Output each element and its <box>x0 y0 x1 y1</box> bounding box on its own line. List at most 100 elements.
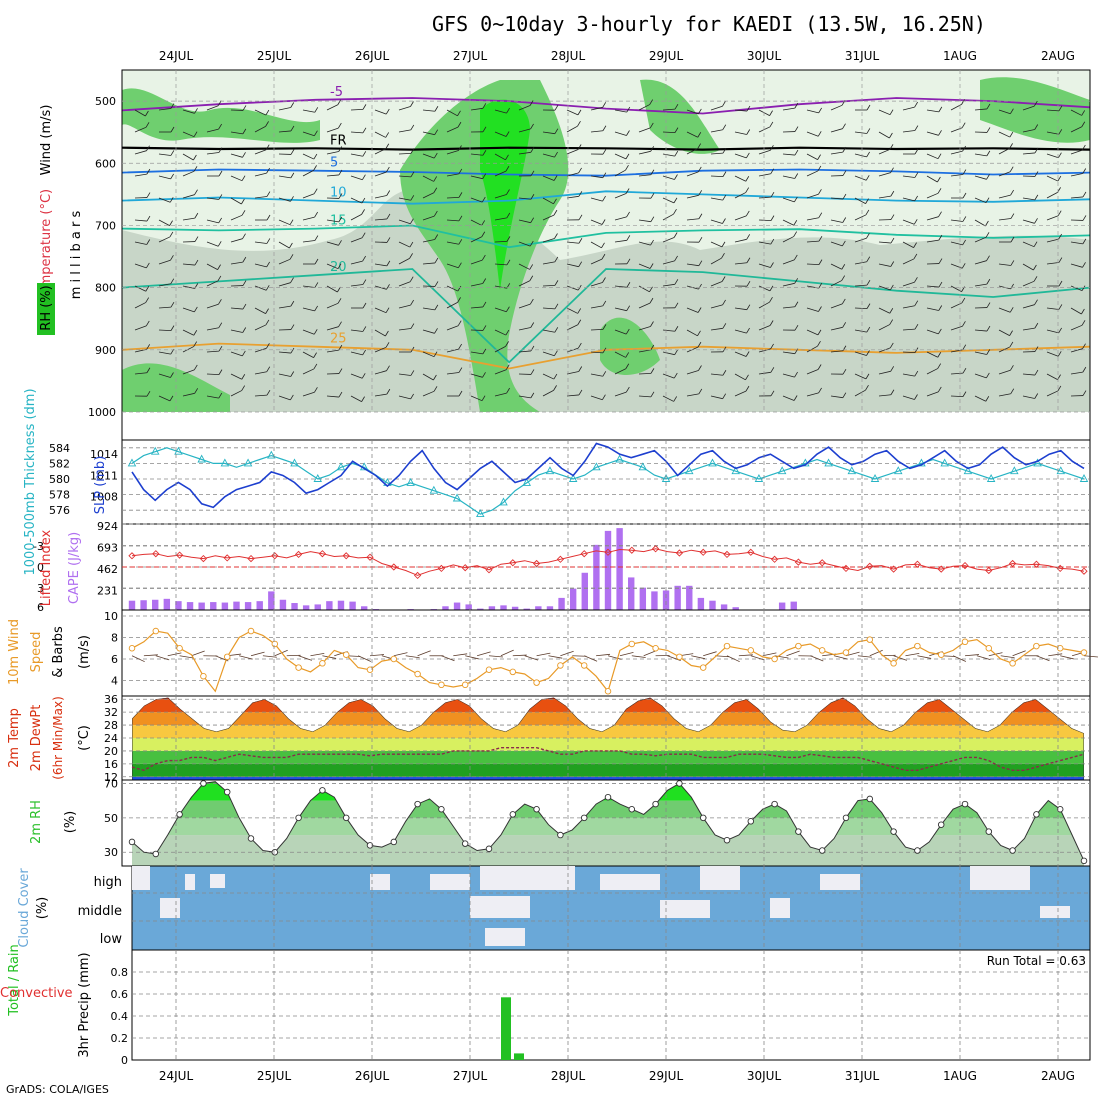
wind-barb-flag <box>146 367 151 373</box>
wind-barb <box>398 152 412 155</box>
wind-barb-flag <box>313 352 317 358</box>
rh-green-region <box>122 88 320 143</box>
wind-barb <box>662 395 674 402</box>
wind-barb-flag <box>506 107 510 114</box>
wind-barb <box>206 373 220 376</box>
wind-barb <box>806 170 819 177</box>
wind-barb-flag <box>146 239 151 245</box>
wind-barb-flag <box>650 321 654 327</box>
lifted-index-marker <box>556 555 565 563</box>
wind-barb-flag <box>290 324 295 330</box>
wind-barb-flag <box>769 121 774 128</box>
wind-barb <box>662 108 675 111</box>
cape-bar <box>210 602 217 610</box>
wind-barb-flag <box>745 374 749 381</box>
wind-barb <box>374 171 387 177</box>
surface-barb <box>691 655 706 660</box>
wind-barb <box>494 346 506 353</box>
lifted-index-marker <box>818 559 826 567</box>
wind-barb-flag <box>218 170 223 177</box>
wind-barb-flag <box>314 130 318 136</box>
wind-barb-flag <box>602 347 607 354</box>
wind-barb-flag <box>265 144 270 150</box>
wind-barb-flag <box>746 234 751 240</box>
wind-barb <box>590 175 603 179</box>
wind-barb <box>782 197 795 203</box>
wind-barb <box>350 153 363 157</box>
wind-barb-flag <box>818 235 823 242</box>
slp-line <box>131 442 1085 509</box>
wind10m-marker <box>271 640 279 648</box>
wind10m-marker <box>176 645 183 652</box>
wind-barb <box>806 131 819 137</box>
wind-barb <box>350 197 363 204</box>
lifted-index-marker <box>532 559 541 568</box>
y-tick-label: 1011 <box>90 469 118 482</box>
rh2m-marker <box>1009 847 1016 854</box>
wind-barb <box>902 241 914 248</box>
wind-barb-flag <box>602 277 606 283</box>
wind-barb-flag <box>529 275 534 281</box>
surface-barb <box>1036 655 1050 662</box>
wind-barb-flag <box>841 298 846 305</box>
y-tick-label: 6 <box>37 601 44 614</box>
cape-bar <box>558 597 565 610</box>
wind-barb <box>542 197 554 205</box>
wind-barb-flag <box>889 109 894 115</box>
wind-barb <box>662 213 674 221</box>
cloud-cover-label: Cloud Cover <box>17 868 32 948</box>
wind-barb-flag <box>673 208 677 215</box>
wind-barb-flag <box>962 145 966 152</box>
wind-barb <box>398 241 411 248</box>
wind10m-marker <box>200 672 207 680</box>
wind-barb-flag <box>794 102 799 109</box>
wind-barb <box>350 373 363 379</box>
wind-barb <box>398 281 411 287</box>
wind-barb <box>470 175 483 180</box>
wind-barb <box>1022 263 1034 271</box>
wind-barb <box>758 263 771 268</box>
cape-bar <box>233 601 240 610</box>
cloud-gap <box>970 866 1030 890</box>
wind-barb <box>806 329 819 336</box>
cape-bar <box>175 601 182 610</box>
wind-barb <box>1022 373 1035 376</box>
wind-barb <box>278 282 291 287</box>
wind-barb-flag <box>1009 166 1014 172</box>
wind-barb-flag <box>362 151 367 157</box>
rh2m-marker <box>390 838 398 846</box>
wind-barb-flag <box>530 298 534 305</box>
wind-barb <box>686 148 698 155</box>
wind-barb-flag <box>505 131 510 137</box>
thickness-line-marker <box>476 509 485 518</box>
surface-barb <box>167 652 182 657</box>
wind-barb-flag <box>674 174 678 180</box>
wind-barb <box>638 174 651 177</box>
wind-barb <box>326 395 339 398</box>
wind-barb-flag <box>482 150 487 156</box>
thickness-line-marker <box>893 466 903 475</box>
wind-barb-flag <box>962 192 967 199</box>
wind-barb <box>278 373 291 377</box>
wind-barb-flag <box>746 152 750 159</box>
wind-barb <box>206 303 219 309</box>
wind-barb <box>590 258 603 265</box>
wind-barb <box>302 368 315 375</box>
wind-barb-flag <box>1009 341 1014 348</box>
wind-barb-flag <box>1082 191 1087 198</box>
wind10m-marker <box>1080 649 1088 656</box>
lifted-index-marker <box>247 554 255 563</box>
cape-bar <box>720 604 728 610</box>
wind-barb-flag <box>242 233 246 239</box>
thickness-line-marker <box>685 466 694 475</box>
wind-barb-flag <box>410 101 414 107</box>
wind-barb <box>1046 373 1058 380</box>
surface-barb <box>703 651 717 657</box>
wind-barb <box>470 219 482 226</box>
wind-barb <box>902 258 915 265</box>
wind-barb <box>542 307 555 310</box>
wind-barb <box>686 370 699 375</box>
cloud-gap <box>470 896 530 918</box>
thickness-line-marker <box>522 477 531 486</box>
wind-barb-flag <box>145 297 150 303</box>
